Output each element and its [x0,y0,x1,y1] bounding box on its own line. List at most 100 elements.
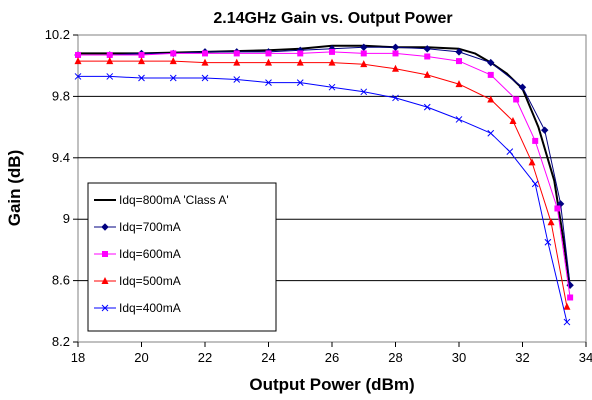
data-point [233,58,241,66]
legend-box [87,182,277,332]
series-group [74,43,574,326]
data-point [532,137,539,144]
x-tick-label: 26 [325,350,339,365]
x-axis-label: Output Power (dBm) [249,375,414,394]
legend-label: Idq=700mA [119,220,181,234]
data-point [170,50,177,57]
data-point [101,277,109,284]
x-tick-label: 18 [71,350,85,365]
data-point [563,318,571,326]
data-point [106,73,114,80]
legend-label: Idq=800mA 'Class A' [119,193,229,207]
data-point [456,58,462,65]
legend-label: Idq=400mA [119,301,181,315]
legend-label: Idq=600mA [119,247,181,261]
data-point [202,50,208,57]
y-axis-ticks: 8.2 8.6 9 9.4 9.8 10.2 [45,27,78,349]
data-point [106,51,113,58]
x-tick-label: 34 [579,350,592,365]
x-tick-label: 28 [388,350,402,365]
legend-label: Idq=500mA [119,274,181,288]
data-point [487,58,495,67]
data-point [360,88,368,96]
data-point [567,294,574,301]
data-point [265,58,272,66]
data-point [424,53,431,60]
series-4 [74,57,571,310]
data-point [75,51,81,58]
data-point [106,57,114,65]
data-point [506,148,514,156]
y-tick-label: 10.2 [45,27,70,42]
data-point [554,205,561,212]
series-1 [78,44,572,289]
legend-entry: Idq=500mA [94,274,181,288]
data-point [392,64,399,72]
x-tick-label: 20 [134,350,148,365]
y-tick-label: 9 [63,211,70,226]
data-point [487,129,495,137]
data-point [233,50,240,57]
data-point [360,43,368,51]
data-point [296,58,304,66]
data-point [138,51,145,58]
series-line [78,51,571,298]
data-point [391,43,400,51]
x-tick-label: 24 [261,350,275,365]
legend: Idq=800mA 'Class A' Idq=700mA Idq=600mA Idq… [87,182,277,332]
data-point [169,57,177,65]
data-point [138,74,145,82]
data-point [265,50,272,57]
data-point [518,83,527,91]
data-point [329,48,335,55]
data-point [487,95,495,103]
data-point [101,304,109,312]
data-point [169,74,177,82]
y-tick-label: 8.6 [52,273,70,288]
data-point [423,70,431,78]
data-point [328,58,336,66]
data-point [455,116,463,123]
data-point [556,200,565,208]
chart-title: 2.14GHz Gain vs. Output Power [213,10,452,27]
legend-entry: Idq=400mA [94,301,181,315]
series-3 [75,48,574,301]
data-point [392,94,399,102]
data-point [541,126,549,134]
data-point [233,76,241,83]
data-point [531,180,539,188]
y-tick-label: 8.2 [52,334,70,349]
data-point [297,50,304,57]
data-point [265,79,272,86]
data-point [74,73,82,80]
data-point [74,57,82,65]
data-point [547,218,555,226]
data-point [563,302,571,310]
data-point [138,57,145,65]
data-point [487,71,494,78]
x-axis-ticks: 18 20 22 24 26 28 30 32 34 [71,342,592,365]
x-tick-label: 22 [198,350,212,365]
data-point [509,116,517,124]
data-point [201,74,209,82]
legend-entry: Idq=800mA 'Class A' [94,193,229,207]
data-point [423,103,431,111]
legend-entry: Idq=700mA [94,220,181,234]
data-point [201,58,209,66]
series-line [78,44,572,289]
y-tick-label: 9.4 [52,150,70,165]
data-point [423,45,431,53]
data-point [455,80,463,88]
series-5 [74,73,571,326]
data-point [455,48,463,56]
series-line [78,75,568,323]
data-point [528,158,536,166]
data-point [392,50,399,57]
data-point [296,79,304,86]
data-point [101,223,109,231]
y-tick-label: 9.8 [52,88,70,103]
series-line [78,60,568,307]
legend-entry: Idq=600mA [94,247,181,261]
data-point [360,50,367,57]
